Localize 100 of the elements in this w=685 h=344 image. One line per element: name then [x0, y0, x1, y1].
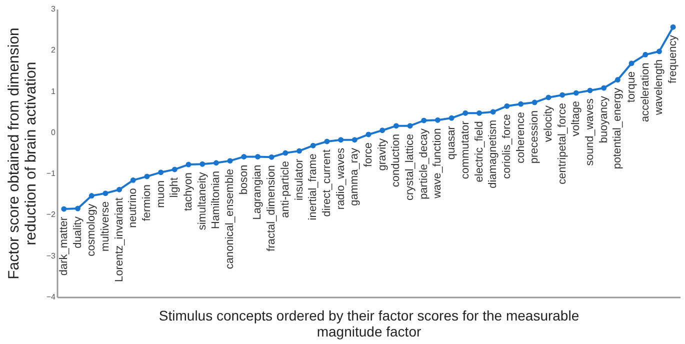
point: [310, 142, 316, 148]
point: [462, 110, 468, 116]
point: [421, 118, 427, 124]
point: [102, 190, 108, 196]
point: [213, 160, 219, 166]
x-tick-label: velocity: [542, 104, 554, 142]
x-tick-label: force: [362, 142, 374, 167]
y-tick-label: −1: [46, 169, 56, 178]
y-tick-label: 2: [51, 46, 56, 55]
x-tick-label: anti-particle: [279, 161, 292, 218]
point: [380, 128, 386, 134]
x-tick-label: buoyancy: [598, 96, 610, 144]
point: [241, 154, 247, 160]
x-tick-label: Hamiltonian: [210, 170, 222, 229]
point: [573, 90, 579, 96]
x-tick-label: torque: [626, 71, 638, 103]
x-tick-label: muon: [154, 180, 167, 208]
point: [255, 154, 260, 160]
x-tick-label: sound_waves: [584, 98, 596, 166]
x-tick-label: acceleration: [639, 62, 652, 122]
x-tick-label: fractal_dimension: [266, 165, 278, 252]
point: [601, 85, 607, 91]
x-tick-label: diamagnetism: [487, 120, 500, 188]
point: [130, 177, 136, 183]
point: [518, 101, 524, 107]
x-tick-label: conduction: [390, 134, 402, 188]
x-tick-label: duality: [72, 216, 84, 248]
point: [476, 110, 482, 116]
point: [656, 48, 662, 54]
point: [366, 132, 372, 138]
point: [282, 150, 288, 156]
point: [546, 94, 552, 100]
point: [296, 148, 302, 154]
x-tick-label: boson: [238, 164, 250, 195]
point: [268, 154, 274, 160]
point: [407, 123, 413, 129]
x-tick-label: gamma_ray: [348, 147, 361, 206]
x-tick-label: centripetal_force: [556, 102, 568, 184]
y-axis-title: Factor score obtained from dimension reduction of brain activation: [5, 28, 40, 280]
point: [158, 170, 164, 176]
x-tick-label: dark_matter: [58, 216, 70, 276]
x-tick-label: Lagrangian: [252, 164, 264, 220]
x-tick-label: direct_current: [320, 149, 333, 217]
point: [144, 174, 150, 180]
x-tick-label: light: [168, 177, 181, 198]
point: [227, 158, 233, 164]
x-tick-label: precession: [528, 110, 541, 164]
point: [532, 100, 538, 106]
x-tick-label: particle_decay: [418, 128, 430, 200]
y-tick-label: 1: [51, 86, 56, 96]
point: [352, 137, 358, 143]
x-tick-label: wave_function: [432, 128, 444, 200]
point: [448, 115, 454, 121]
point: [670, 24, 676, 30]
x-tick-label: coriolis_force: [500, 114, 513, 179]
x-tick-label: insulator: [293, 158, 306, 201]
x-tick-label: radio_waves: [334, 147, 347, 210]
x-tick-label: electric_field: [473, 121, 486, 182]
x-tick-label: potential_energy: [612, 87, 624, 170]
point: [88, 193, 94, 199]
x-tick-label: commutator: [459, 120, 472, 180]
x-tick-label: voltage: [570, 100, 582, 136]
x-axis-title: Stimulus concepts ordered by their factor scores for the measurable magnitude factor: [158, 308, 580, 340]
y-tick-label: 3: [51, 4, 56, 14]
point: [324, 138, 330, 144]
point: [628, 60, 634, 66]
x-tick-label: inertial_frame: [307, 154, 320, 220]
point: [61, 206, 67, 212]
x-tick-label: cosmology: [86, 203, 98, 256]
y-tick-label: −3: [46, 251, 56, 260]
point: [434, 117, 440, 123]
point: [504, 103, 510, 109]
point: [560, 92, 566, 98]
point: [614, 77, 620, 82]
point: [116, 186, 122, 192]
x-tick-label: multiverse: [99, 201, 112, 252]
point: [587, 88, 593, 94]
y-tick-label: −2: [46, 210, 56, 220]
x-tick-label: coherence: [514, 112, 527, 164]
x-tick-label: simultaneity: [196, 172, 208, 230]
y-tick-label: 0: [51, 128, 56, 137]
x-tick-label: canonical_ensemble: [224, 168, 236, 270]
x-tick-label: crystal_lattice: [404, 134, 416, 200]
point: [338, 137, 344, 143]
x-tick-label: gravity: [376, 138, 388, 171]
x-tick-label: frequency: [667, 34, 680, 84]
y-tick-label: −4: [46, 292, 56, 302]
point: [642, 52, 648, 58]
point: [200, 161, 206, 167]
x-tick-label: neutrino: [127, 188, 140, 228]
point: [172, 166, 178, 172]
x-tick-label: Lorentz_invariant: [113, 198, 126, 282]
x-tick-label: wavelength: [653, 59, 666, 116]
x-tick-label: quasar: [446, 126, 458, 160]
point: [490, 109, 496, 115]
x-tick-label: fermion: [140, 184, 153, 222]
point: [393, 123, 399, 129]
point: [75, 206, 81, 212]
x-tick-label: tachyon: [182, 172, 195, 212]
point: [186, 162, 192, 168]
